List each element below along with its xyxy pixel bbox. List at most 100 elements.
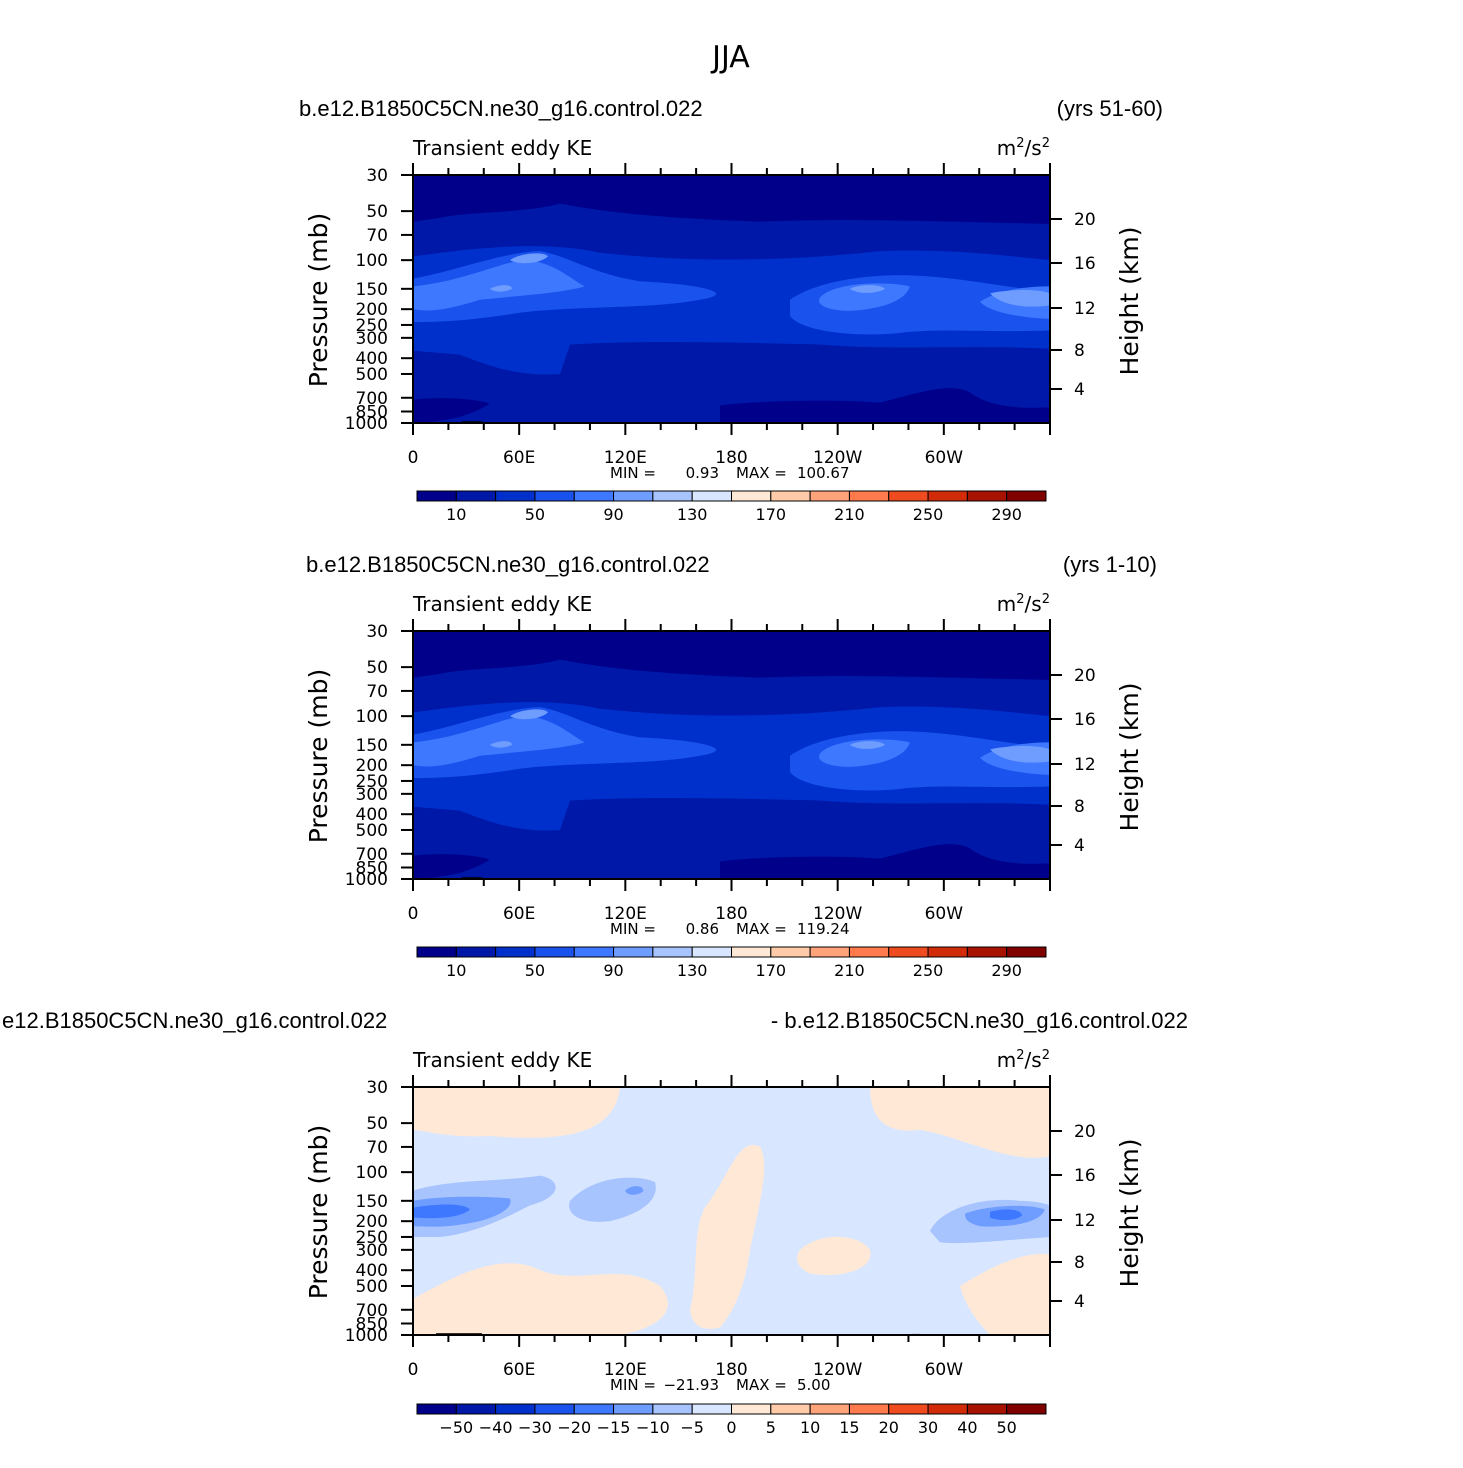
x-tick-label: 60E: [503, 904, 535, 924]
colorbar-label: −5: [680, 1418, 704, 1437]
case-name-right: (yrs 1-10): [1063, 552, 1157, 577]
colorbar-label: 250: [913, 505, 944, 524]
ylabel-right: Height (km): [1115, 683, 1144, 832]
band-90-c: [850, 741, 885, 749]
colorbar-label: −40: [479, 1418, 513, 1437]
colorbar-box: [888, 946, 929, 958]
pressure-tick-label: 850: [356, 403, 388, 423]
height-tick-label: 4: [1074, 380, 1085, 400]
min-label: MIN =: [610, 464, 656, 482]
units-label: m2/s2: [997, 1048, 1050, 1072]
ylabel-left: Pressure (mb): [304, 669, 333, 843]
height-tick-label: 8: [1074, 797, 1085, 817]
x-tick-label: 60E: [503, 1360, 535, 1380]
band-pos-top-west: [413, 1087, 620, 1138]
colorbar: 10 50 90 130 170 210 250 290: [416, 490, 1047, 524]
pressure-tick-label: 200: [356, 756, 388, 776]
band-90-d: [990, 289, 1050, 307]
min-value: 0.93: [686, 464, 719, 482]
pressure-tick-label: 500: [356, 821, 388, 841]
band-surface-east: [720, 388, 1050, 423]
variable-title: Transient eddy KE: [412, 1048, 592, 1072]
colorbar-box: [731, 490, 772, 502]
band-70-west: [413, 716, 585, 767]
colorbar-label: 50: [997, 1418, 1017, 1437]
band-70-mid: [819, 283, 910, 311]
units-part: /s: [1025, 136, 1042, 160]
contour-field: [413, 1087, 1050, 1335]
x-tick-label: 120E: [604, 448, 647, 468]
colorbar-box: [613, 1403, 654, 1415]
colorbar-box: [848, 490, 890, 502]
pressure-tick-label: 50: [366, 202, 388, 222]
colorbar-box: [652, 946, 693, 958]
colorbar-box: [455, 946, 497, 958]
pressure-tick-label: 50: [366, 1114, 388, 1134]
min-value: −21.93: [663, 1376, 719, 1394]
colorbar-box: [888, 1403, 929, 1415]
colorbar-label: −10: [636, 1418, 670, 1437]
units-label: m2/s2: [997, 592, 1050, 616]
colorbar-label: 40: [957, 1418, 977, 1437]
x-tick-label: 120W: [813, 904, 862, 924]
variable-title: Transient eddy KE: [412, 592, 592, 616]
colorbar-label: 170: [756, 961, 787, 980]
pressure-tick-label: 150: [356, 1192, 388, 1212]
min-label: MIN =: [610, 920, 656, 938]
units-part: m: [997, 1048, 1016, 1072]
units-part: /s: [1025, 592, 1042, 616]
colorbar-box: [809, 946, 850, 958]
colorbar-box: [691, 490, 732, 502]
pressure-tick-label: 150: [356, 736, 388, 756]
colorbar-box: [652, 1403, 693, 1415]
height-tick-label: 4: [1074, 1292, 1085, 1312]
colorbar-label: 5: [766, 1418, 776, 1437]
pressure-tick-label: 30: [366, 1078, 388, 1098]
panel-1: b.e12.B1850C5CN.ne30_g16.control.022 (yrs…: [299, 96, 1163, 524]
height-tick-label: 8: [1074, 341, 1085, 361]
x-tick-label: 120E: [604, 1360, 647, 1380]
colorbar-box: [731, 1403, 772, 1415]
colorbar-box: [809, 490, 850, 502]
pressure-tick-label: 1000: [345, 1326, 388, 1346]
colorbar-label: −30: [518, 1418, 552, 1437]
colorbar-box: [888, 490, 929, 502]
height-tick-label: 20: [1074, 210, 1096, 230]
band-pos-low-west: [413, 1263, 668, 1335]
height-tick-label: 4: [1074, 836, 1085, 856]
pressure-tick-label: 70: [366, 682, 388, 702]
units-part: 2: [1016, 136, 1024, 151]
case-name-right: (yrs 51-60): [1057, 96, 1163, 121]
height-tick-label: 20: [1074, 666, 1096, 686]
colorbar-box: [416, 1403, 457, 1415]
band-surface-east: [720, 844, 1050, 879]
colorbar-box: [416, 946, 457, 958]
colorbar-box: [691, 1403, 732, 1415]
x-tick-label: 180: [715, 448, 747, 468]
units-part: 2: [1042, 592, 1050, 607]
max-value: 5.00: [797, 1376, 830, 1394]
ylabel-right: Height (km): [1115, 227, 1144, 376]
colorbar-box: [966, 490, 1008, 502]
pressure-tick-label: 400: [356, 349, 388, 369]
colorbar-box: [848, 946, 890, 958]
max-label: MAX =: [736, 920, 787, 938]
pressure-tick-label: 70: [366, 1138, 388, 1158]
units-part: 2: [1042, 136, 1050, 151]
band-70-west: [413, 260, 585, 311]
max-value: 100.67: [797, 464, 850, 482]
band-pos-low-east: [960, 1253, 1050, 1335]
colorbar-label: 15: [839, 1418, 859, 1437]
pressure-tick-label: 250: [356, 772, 388, 792]
height-tick-label: 12: [1074, 299, 1096, 319]
ylabel-left: Pressure (mb): [304, 213, 333, 387]
band-upper-dark: [413, 631, 1050, 681]
case-name-left: e12.B1850C5CN.ne30_g16.control.022: [2, 1008, 387, 1033]
height-tick-label: 12: [1074, 755, 1096, 775]
band-neg15-east: [990, 1209, 1022, 1221]
colorbar: 10 50 90 130 170 210 250 290: [416, 946, 1047, 980]
band-pos-top-east: [870, 1087, 1050, 1158]
units-part: 2: [1016, 1048, 1024, 1063]
pressure-tick-label: 300: [356, 785, 388, 805]
